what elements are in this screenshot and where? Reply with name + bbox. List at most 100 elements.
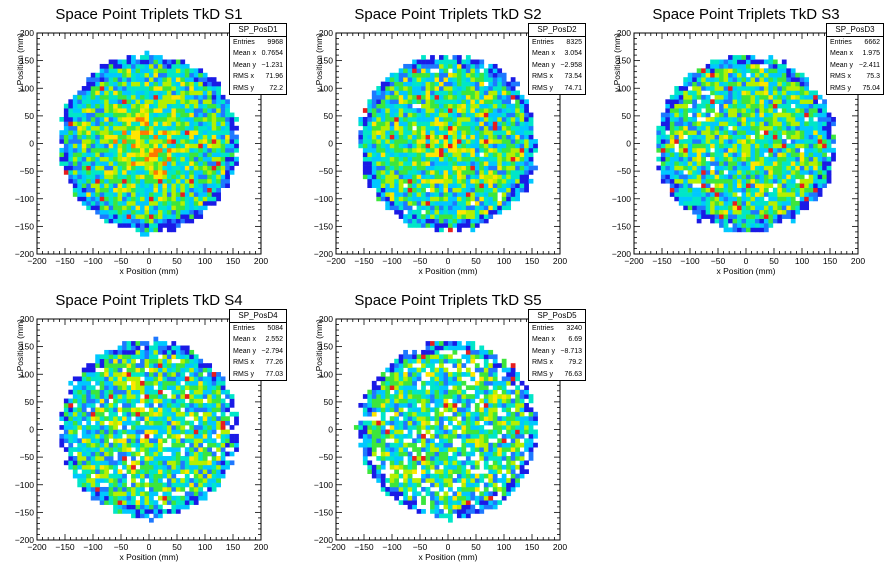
heatmap-cell [162, 223, 168, 228]
heatmap-cell [180, 103, 186, 109]
heatmap-cell [813, 170, 818, 175]
heatmap-cell [407, 161, 413, 166]
heatmap-cell [149, 223, 154, 228]
heatmap-cell [448, 121, 453, 127]
heatmap-cell [113, 358, 118, 364]
heatmap-cell [211, 94, 217, 100]
heatmap-cell [510, 183, 516, 188]
heatmap-cell [149, 209, 154, 215]
heatmap-cell [701, 170, 706, 175]
heatmap-cell [175, 209, 181, 215]
heatmap-cell [781, 187, 787, 193]
heatmap-cell [497, 205, 503, 211]
stats-row: Entries 9968 [230, 37, 286, 48]
heatmap-cell [669, 112, 675, 118]
heatmap-cell [519, 165, 525, 171]
heatmap-cell [687, 143, 693, 149]
heatmap-cell [683, 183, 689, 188]
heatmap-cell [719, 209, 724, 215]
heatmap-cell [501, 174, 507, 180]
heatmap-cell [479, 134, 485, 140]
heatmap-cell [122, 143, 127, 149]
heatmap-cell [157, 147, 163, 153]
heatmap-cell [135, 99, 141, 105]
heatmap-cell [719, 90, 724, 96]
heatmap-cell [362, 125, 368, 131]
heatmap-cell [777, 161, 783, 166]
heatmap-cell [795, 99, 801, 105]
heatmap-cell [696, 81, 702, 87]
heatmap-cell [515, 103, 520, 109]
heatmap-cell [430, 81, 435, 87]
heatmap-cell [108, 482, 114, 488]
heatmap-cell [813, 152, 818, 158]
heatmap-cell [746, 205, 751, 211]
heatmap-cell [113, 214, 118, 219]
heatmap-cell [68, 398, 74, 404]
heatmap-cell [380, 130, 386, 135]
heatmap-cell [506, 152, 512, 158]
heatmap-cell [665, 170, 671, 175]
heatmap-cell [117, 429, 123, 435]
heatmap-cell [108, 416, 114, 421]
heatmap-cell [763, 125, 769, 131]
heatmap-cell [403, 152, 408, 158]
heatmap-cell [822, 174, 827, 180]
heatmap-cell [781, 94, 787, 100]
stats-box-title: SP_PosD3 [827, 24, 883, 37]
heatmap-cell [140, 473, 145, 479]
heatmap-cell [99, 134, 105, 140]
heatmap-cell [728, 121, 733, 127]
heatmap-cell [117, 170, 123, 175]
heatmap-cell [425, 63, 431, 69]
heatmap-cell [149, 420, 154, 426]
x-tick-label: 50 [172, 256, 182, 266]
heatmap-cell [81, 143, 87, 149]
heatmap-cell [728, 103, 733, 109]
heatmap-cell [117, 223, 123, 228]
heatmap-cell [515, 174, 520, 180]
heatmap-cell [113, 72, 118, 78]
heatmap-cell [750, 112, 756, 118]
heatmap-cell [68, 447, 74, 452]
heatmap-cell [180, 99, 186, 105]
heatmap-cell [144, 116, 150, 122]
heatmap-cell [421, 72, 426, 78]
heatmap-cell [443, 72, 449, 78]
heatmap-cell [723, 112, 729, 118]
heatmap-cell [416, 200, 422, 206]
heatmap-cell [822, 170, 827, 175]
heatmap-cell [140, 411, 145, 417]
heatmap-cell [412, 143, 417, 149]
x-tick-label: −100 [382, 256, 401, 266]
heatmap-cell [389, 112, 395, 118]
heatmap-cell [144, 442, 150, 448]
heatmap-cell [77, 464, 83, 470]
heatmap-cell [737, 99, 742, 105]
heatmap-cell [403, 174, 408, 180]
heatmap-cell [108, 429, 114, 435]
heatmap-cell [140, 178, 145, 184]
heatmap-cell [99, 170, 105, 175]
stats-label: RMS y [233, 84, 254, 92]
heatmap-cell [452, 205, 458, 211]
heatmap-cell [669, 99, 675, 105]
heatmap-cell [99, 398, 105, 404]
stats-row: RMS y 72.2 [230, 83, 286, 94]
heatmap-cell [497, 187, 503, 193]
heatmap-cell [389, 90, 395, 96]
heatmap-cell [126, 354, 132, 360]
heatmap-cell [63, 460, 69, 466]
heatmap-cell [412, 209, 417, 215]
heatmap-cell [175, 152, 181, 158]
heatmap-cell [193, 72, 199, 78]
heatmap-cell [131, 165, 136, 171]
heatmap-cell [692, 152, 698, 158]
heatmap-cell [398, 86, 404, 91]
heatmap-cell [430, 147, 435, 153]
heatmap-cell [153, 341, 159, 346]
heatmap-cell [95, 482, 101, 488]
heatmap-cell [421, 68, 426, 74]
heatmap-cell [737, 161, 742, 166]
heatmap-cell [750, 152, 756, 158]
